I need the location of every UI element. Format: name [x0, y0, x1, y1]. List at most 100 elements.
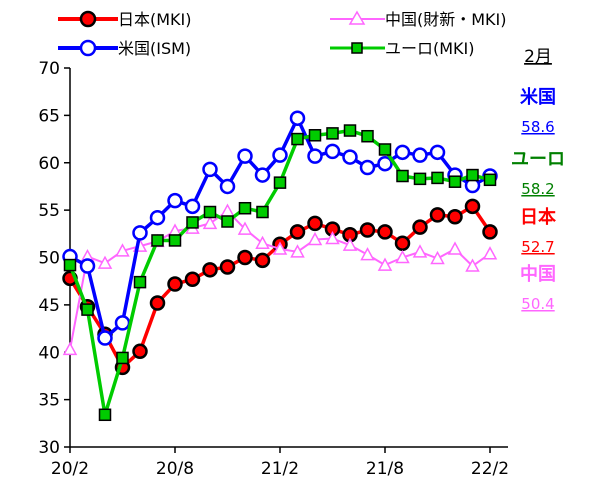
data-point-china — [272, 241, 288, 255]
x-tick-label: 20/2 — [51, 459, 89, 479]
legend-label-japan: 日本(MKI) — [118, 10, 192, 29]
data-point-china — [237, 221, 253, 235]
x-tick-label: 20/8 — [156, 459, 194, 479]
data-point-china — [325, 230, 340, 245]
x-ticks: 20/2 20/8 21/2 21/8 22/2 — [51, 447, 509, 479]
data-point-japan — [307, 215, 323, 232]
series-us — [62, 110, 498, 346]
data-point-japan — [412, 219, 428, 235]
data-point-euro — [81, 303, 94, 316]
data-point-china — [360, 247, 375, 261]
data-point-us — [254, 167, 271, 183]
data-point-euro — [133, 275, 147, 289]
data-point-euro — [308, 129, 322, 142]
data-point-euro — [448, 175, 462, 188]
data-point-us — [289, 110, 306, 126]
data-point-china — [307, 231, 323, 246]
x-tick-label: 22/2 — [471, 459, 509, 479]
side-panel-value: 58.6 — [521, 118, 554, 136]
data-point-us — [394, 144, 411, 161]
data-point-euro — [291, 132, 304, 146]
data-point-china — [220, 203, 235, 217]
legend-label-us: 米国(ISM) — [118, 39, 191, 58]
data-point-us — [167, 192, 183, 209]
data-point-us — [412, 147, 428, 163]
data-point-china — [255, 235, 270, 250]
data-point-japan — [237, 249, 253, 266]
data-point-china — [430, 250, 445, 265]
data-point-japan — [219, 259, 236, 275]
legend: 日本(MKI) 中国(財新・MKI) 米国(ISM) ユーロ(MKI) — [58, 10, 507, 58]
data-point-us — [237, 148, 253, 164]
series-layer — [62, 110, 498, 422]
side-panel-name: 中国 — [520, 263, 556, 285]
side-panel: 2月 米国 58.6 ユーロ 58.2 日本 52.7 中国 50.4 — [511, 47, 565, 313]
side-panel-name: 日本 — [520, 206, 556, 228]
series-china — [62, 203, 498, 356]
legend-item-us: 米国(ISM) — [58, 39, 191, 58]
data-point-euro — [151, 234, 164, 247]
y-tick-label: 45 — [38, 296, 60, 316]
data-point-euro — [116, 351, 129, 365]
data-point-euro — [168, 234, 182, 247]
data-point-euro — [413, 172, 427, 186]
data-point-euro — [483, 173, 497, 187]
data-point-us — [149, 209, 166, 226]
data-point-us — [97, 330, 113, 346]
data-point-us — [202, 161, 218, 178]
data-point-us — [184, 198, 201, 215]
legend-item-japan: 日本(MKI) — [58, 10, 192, 29]
data-point-japan — [132, 343, 148, 360]
x-tick-label: 21/2 — [261, 459, 299, 479]
data-point-euro — [361, 129, 374, 143]
data-point-japan — [167, 276, 183, 292]
y-tick-label: 35 — [38, 391, 60, 411]
side-panel-value: 58.2 — [521, 180, 554, 198]
legend-item-euro: ユーロ(MKI) — [330, 39, 475, 58]
y-tick-label: 60 — [38, 154, 60, 174]
side-panel-title: 2月 — [524, 47, 552, 67]
data-point-euro — [343, 124, 357, 137]
data-point-euro — [431, 171, 444, 185]
y-ticks: 30 35 40 45 50 55 60 65 70 — [38, 59, 70, 458]
side-panel-value: 52.7 — [521, 238, 554, 256]
data-point-japan — [254, 252, 271, 269]
data-point-japan — [184, 271, 201, 288]
y-tick-label: 50 — [38, 249, 60, 269]
data-point-us — [377, 155, 393, 172]
data-point-japan — [149, 295, 166, 311]
data-point-us — [79, 258, 96, 274]
data-point-china — [465, 258, 480, 272]
y-tick-label: 30 — [38, 438, 60, 458]
x-tick-label: 21/8 — [366, 459, 404, 479]
data-point-euro — [326, 127, 339, 140]
data-point-us — [324, 143, 341, 160]
data-point-china — [377, 257, 393, 271]
data-point-china — [412, 244, 428, 258]
data-point-china — [395, 249, 410, 264]
y-tick-label: 65 — [38, 106, 60, 126]
data-point-japan — [429, 207, 446, 223]
data-point-china — [447, 241, 463, 255]
legend-label-euro: ユーロ(MKI) — [385, 39, 475, 58]
data-point-us — [342, 149, 358, 165]
legend-item-china: 中国(財新・MKI) — [330, 10, 507, 29]
data-point-japan — [464, 198, 481, 215]
data-point-japan — [202, 262, 218, 278]
data-point-china — [202, 215, 218, 230]
data-point-euro — [203, 205, 217, 219]
side-panel-value: 50.4 — [521, 295, 554, 313]
data-point-japan — [359, 222, 376, 238]
data-point-euro — [466, 168, 479, 182]
data-point-japan — [447, 209, 463, 225]
data-point-japan — [482, 224, 498, 240]
side-panel-name: 米国 — [520, 86, 556, 108]
data-point-euro — [396, 169, 409, 183]
data-point-us — [132, 225, 148, 241]
y-tick-label: 55 — [38, 201, 60, 221]
data-point-japan — [394, 235, 411, 252]
data-point-euro — [63, 258, 77, 272]
data-point-euro — [238, 201, 252, 215]
data-point-china — [342, 237, 358, 251]
